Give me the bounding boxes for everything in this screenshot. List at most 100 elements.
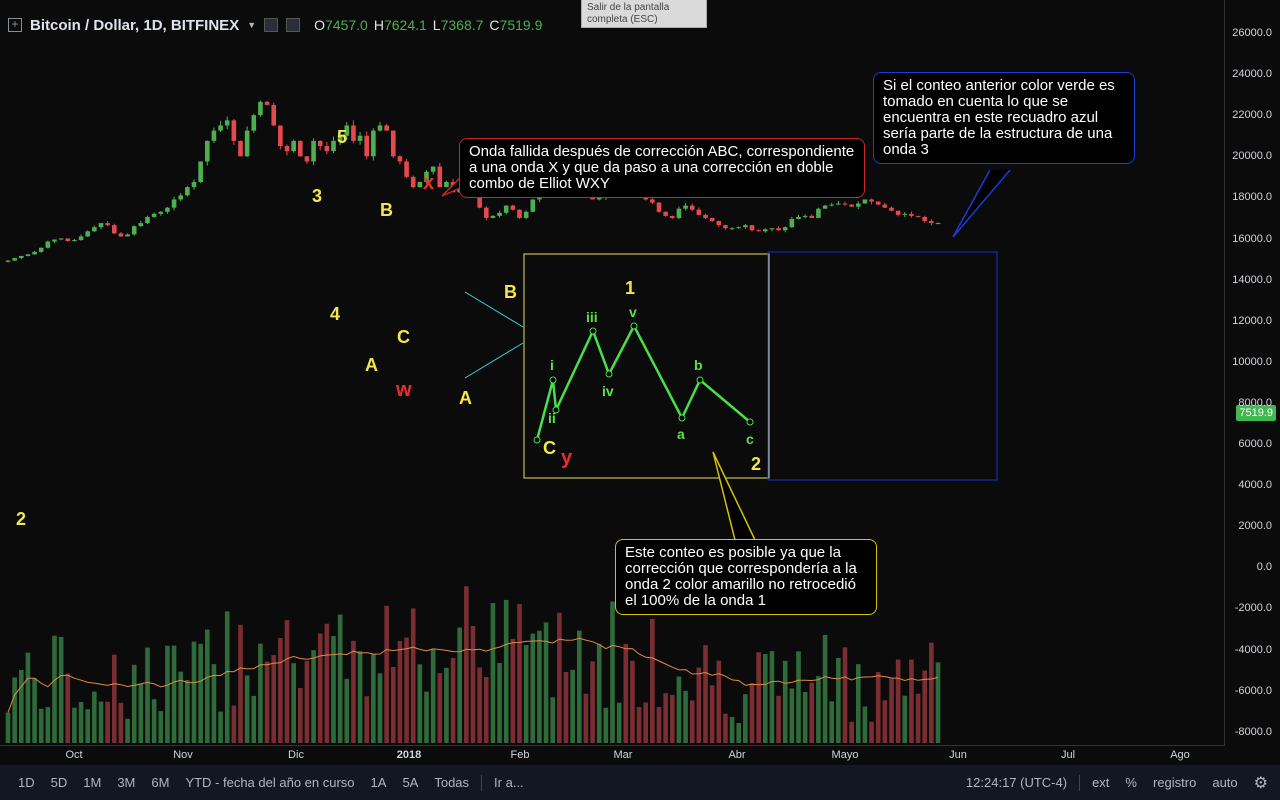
blue-projection-box [767,251,998,481]
candle-body [351,125,356,141]
annotation-red[interactable]: Onda fallida después de corrección ABC, … [459,138,865,198]
volume-bar [610,601,615,743]
volume-bar [802,691,808,743]
annotation-yellow[interactable]: Este conteo es posible ya que la correcc… [615,539,877,615]
range-button[interactable]: 3M [117,775,136,790]
volume-bar [909,659,914,743]
volume-bar [643,702,649,743]
candle-body [118,233,124,237]
volume-bar [862,706,868,743]
volume-bar [596,643,602,743]
symbol-title[interactable]: Bitcoin / Dollar, 1D, BITFINEX [30,16,240,34]
volume-bar [344,678,350,743]
volume-bar [72,707,77,743]
gear-icon[interactable]: ⚙ [1253,774,1268,792]
volume-bar [676,676,682,743]
candle-body [683,205,688,209]
green-wave-path [535,323,751,441]
volume-bar [776,695,781,743]
red-callout-pointer [441,177,461,197]
time-tick: Mayo [831,749,859,761]
volume-bar [869,721,874,743]
volume-bar [636,707,642,743]
candle-body [25,254,31,256]
candle-body [165,207,170,212]
volume-bar [278,638,283,743]
range-button[interactable]: Todas [434,775,470,790]
candle-body [364,135,370,157]
candle-body [125,234,130,237]
range-button[interactable]: 5D [50,775,68,790]
candle-body [78,236,84,241]
candle-body [304,156,310,162]
annotation-blue[interactable]: Si el conteo anterior color verde es tom… [873,72,1135,164]
candle-body [769,228,775,230]
volume-bar [656,707,662,743]
volume-bar [743,694,748,743]
scale-option-button[interactable]: registro [1152,775,1197,790]
candle-body [384,125,389,131]
price-tick: 2000.0 [1238,520,1272,533]
visibility-icon[interactable] [286,18,301,32]
clock-time[interactable]: 12:24:17 (UTC-4) [965,775,1068,790]
volume-bar [198,643,203,743]
volume-bar [204,629,210,743]
volume-bar [782,660,788,743]
candle-body [862,199,868,204]
candle-body [32,251,37,255]
volume-bar [18,669,24,743]
wave-label-x: x [423,172,435,194]
time-axis[interactable]: Oct Nov Dic 2018 Feb Mar Abr Mayo Jun Jul Ago [0,745,1225,765]
chevron-down-icon[interactable]: ▼ [247,20,257,30]
range-button[interactable]: YTD - fecha del año en curso [185,775,355,790]
candle-body [882,204,888,208]
price-tick: 20000.0 [1232,150,1272,163]
candle-body [849,204,854,207]
range-button[interactable]: 1A [370,775,387,790]
scale-option-button[interactable]: ext [1092,775,1110,790]
volume-bar [38,708,44,743]
time-tick: Mar [613,749,633,761]
range-button[interactable]: 1M [83,775,102,790]
candle-body [822,205,828,209]
volume-bar [118,702,124,743]
range-button[interactable]: 1D [18,775,35,790]
wave-label-4: 4 [330,304,341,324]
candle-body [331,140,336,152]
candle-body [151,213,157,217]
candle-body [231,120,237,141]
volume-bar [703,645,708,743]
candle-body [271,104,277,126]
candle-body [278,125,283,147]
wave-label-iii: iii [586,309,598,325]
volume-bar [297,687,303,743]
scale-option-button[interactable]: auto [1212,775,1238,790]
candle-body [357,135,363,141]
range-button[interactable]: 6M [151,775,170,790]
wave-label-B: B [380,200,393,220]
price-chart[interactable] [0,0,1280,765]
scale-option-button[interactable]: % [1125,775,1137,790]
volume-bar [689,700,695,743]
price-tick: -4000.0 [1234,643,1272,656]
candle-body [111,225,117,234]
price-axis[interactable]: 7519.9 26000.0 24000.0 22000.0 20000.0 18000… [1224,0,1280,745]
volume-bar [457,627,463,743]
range-button[interactable]: 5A [402,775,419,790]
collapse-icon[interactable]: + [8,18,22,32]
candle-body [5,260,11,262]
volume-bar [424,691,429,743]
candle-body [736,227,742,229]
candle-body [264,101,270,105]
volume-bar [570,669,575,743]
yellow-count-box [523,253,770,479]
candle-body [371,130,376,157]
volume-bar [464,586,469,743]
goto-date-button[interactable]: Ir a... [494,775,524,790]
candle-body [729,228,735,230]
volume-bar [650,618,655,743]
price-tick: -2000.0 [1234,602,1272,615]
time-tick: Ago [1170,749,1190,761]
volume-bar [271,655,277,743]
settings-icon[interactable] [264,18,279,32]
